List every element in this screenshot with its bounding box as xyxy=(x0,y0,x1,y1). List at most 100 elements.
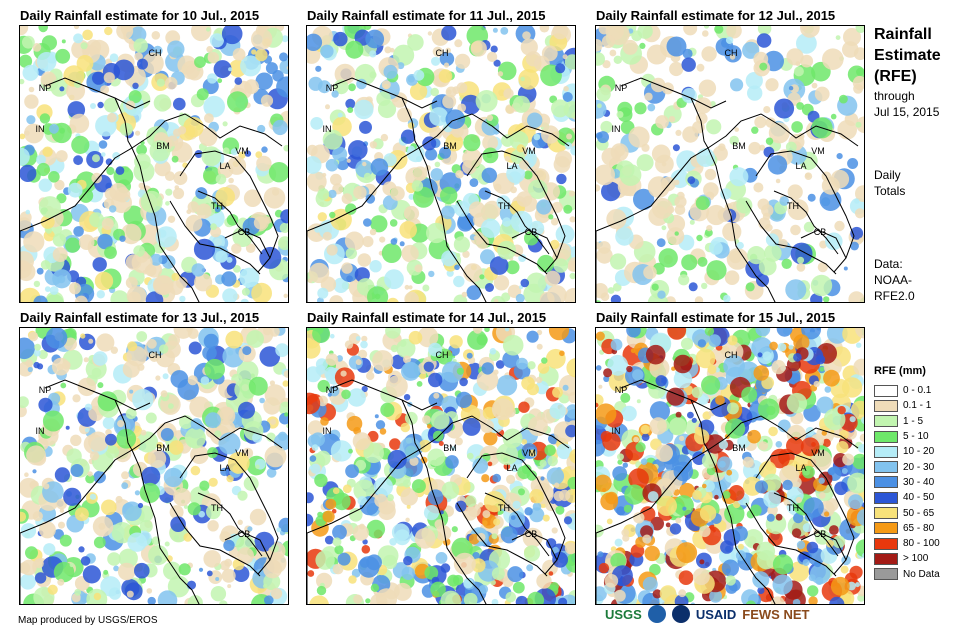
legend-label: 80 - 100 xyxy=(903,538,940,550)
legend-swatch xyxy=(874,461,898,474)
through-label: through xyxy=(874,89,915,103)
legend-swatch xyxy=(874,568,898,581)
legend-label: 40 - 50 xyxy=(903,492,935,504)
legend-title: RFE (mm) xyxy=(874,365,926,377)
country-label-th: TH xyxy=(498,503,510,513)
country-label-la: LA xyxy=(795,161,807,171)
country-label-th: TH xyxy=(787,201,799,211)
legend-item: 10 - 20 xyxy=(874,444,940,459)
legend-label: 0.1 - 1 xyxy=(903,400,932,412)
legend-item: 80 - 100 xyxy=(874,536,940,551)
legend-item: > 100 xyxy=(874,551,940,566)
legend-item: No Data xyxy=(874,567,940,582)
legend-item: 30 - 40 xyxy=(874,475,940,490)
data-source-2: NOAA- xyxy=(874,273,913,287)
agency-logos: USGS USAID FEWS NET xyxy=(605,605,815,623)
legend-swatch xyxy=(874,522,898,535)
through-date: Jul 15, 2015 xyxy=(874,105,940,119)
usgs-logo: USGS xyxy=(605,606,642,622)
daily-label-2: Totals xyxy=(874,184,906,198)
country-label-la: LA xyxy=(795,463,807,473)
country-label-la: LA xyxy=(506,463,518,473)
country-label-th: TH xyxy=(787,503,799,513)
country-label-ch: CH xyxy=(148,350,162,360)
legend-item: 5 - 10 xyxy=(874,429,940,444)
panel-title-1: Daily Rainfall estimate for 10 Jul., 201… xyxy=(20,8,260,23)
country-label-th: TH xyxy=(498,201,510,211)
sidebar-heading-1: Rainfall xyxy=(874,26,932,43)
country-label-np: NP xyxy=(38,83,52,93)
legend-label: 30 - 40 xyxy=(903,476,935,488)
country-label-cb: CB xyxy=(813,227,827,237)
country-label-bm: BM xyxy=(443,141,457,151)
country-label-la: LA xyxy=(506,161,518,171)
map-canvas xyxy=(20,328,288,604)
country-label-vm: VM xyxy=(522,146,536,156)
legend-swatch xyxy=(874,491,898,504)
country-label-la: LA xyxy=(219,463,231,473)
country-label-th: TH xyxy=(211,503,223,513)
country-label-bm: BM xyxy=(156,443,170,453)
legend-swatch xyxy=(874,507,898,520)
legend-swatch xyxy=(874,430,898,443)
country-label-in: IN xyxy=(322,124,332,134)
legend: 0 - 0.1 0.1 - 1 1 - 5 5 - 10 10 - 20 20 … xyxy=(874,383,940,582)
fewsnet-logo: FEWS NET xyxy=(742,606,810,622)
legend-swatch xyxy=(874,399,898,412)
legend-label: 0 - 0.1 xyxy=(903,385,932,397)
country-label-cb: CB xyxy=(237,227,251,237)
rainfall-map-3: CH NP IN BM LA VM TH CB xyxy=(595,25,865,303)
usaid-seal-icon xyxy=(671,605,690,623)
country-label-ch: CH xyxy=(435,350,449,360)
country-label-vm: VM xyxy=(522,448,536,458)
legend-swatch xyxy=(874,476,898,489)
map-canvas xyxy=(307,328,575,604)
legend-swatch xyxy=(874,537,898,550)
country-label-in: IN xyxy=(322,426,332,436)
legend-label: 10 - 20 xyxy=(903,446,935,458)
country-label-in: IN xyxy=(611,426,621,436)
country-label-vm: VM xyxy=(235,146,249,156)
country-label-vm: VM xyxy=(811,448,825,458)
country-label-bm: BM xyxy=(156,141,170,151)
country-label-ch: CH xyxy=(148,48,162,58)
country-label-ch: CH xyxy=(435,48,449,58)
legend-item: 40 - 50 xyxy=(874,490,940,505)
sidebar-heading-2: Estimate xyxy=(874,47,941,64)
legend-label: > 100 xyxy=(903,553,929,565)
country-label-in: IN xyxy=(611,124,621,134)
country-label-vm: VM xyxy=(811,146,825,156)
country-label-bm: BM xyxy=(732,141,746,151)
legend-item: 65 - 80 xyxy=(874,521,940,536)
rainfall-map-2: CH NP IN BM LA VM TH CB xyxy=(306,25,576,303)
daily-label-1: Daily xyxy=(874,168,901,182)
legend-item: 0.1 - 1 xyxy=(874,398,940,413)
map-canvas xyxy=(307,26,575,302)
sidebar-heading-3: (RFE) xyxy=(874,68,917,85)
country-label-np: NP xyxy=(325,83,339,93)
country-label-np: NP xyxy=(325,385,339,395)
rainfall-map-6: CH NP IN BM LA VM TH CB xyxy=(595,327,865,605)
country-label-la: LA xyxy=(219,161,231,171)
legend-swatch xyxy=(874,415,898,428)
country-label-cb: CB xyxy=(524,227,538,237)
legend-label: 65 - 80 xyxy=(903,522,935,534)
map-canvas xyxy=(596,26,864,302)
panel-title-4: Daily Rainfall estimate for 13 Jul., 201… xyxy=(20,310,260,325)
legend-label: No Data xyxy=(903,568,940,580)
noaa-logo-icon xyxy=(647,605,666,623)
legend-item: 1 - 5 xyxy=(874,414,940,429)
country-label-cb: CB xyxy=(524,529,538,539)
country-label-ch: CH xyxy=(724,350,738,360)
country-label-np: NP xyxy=(614,83,628,93)
map-credit: Map produced by USGS/EROS xyxy=(18,615,158,626)
country-label-cb: CB xyxy=(813,529,827,539)
rainfall-map-5: CH NP IN BM LA VM TH CB xyxy=(306,327,576,605)
country-label-th: TH xyxy=(211,201,223,211)
country-label-cb: CB xyxy=(237,529,251,539)
panel-title-6: Daily Rainfall estimate for 15 Jul., 201… xyxy=(596,310,836,325)
rainfall-map-1: CH NP IN BM LA VM TH CB xyxy=(19,25,289,303)
legend-item: 50 - 65 xyxy=(874,505,940,520)
country-label-in: IN xyxy=(35,124,45,134)
panel-title-2: Daily Rainfall estimate for 11 Jul., 201… xyxy=(307,8,546,23)
